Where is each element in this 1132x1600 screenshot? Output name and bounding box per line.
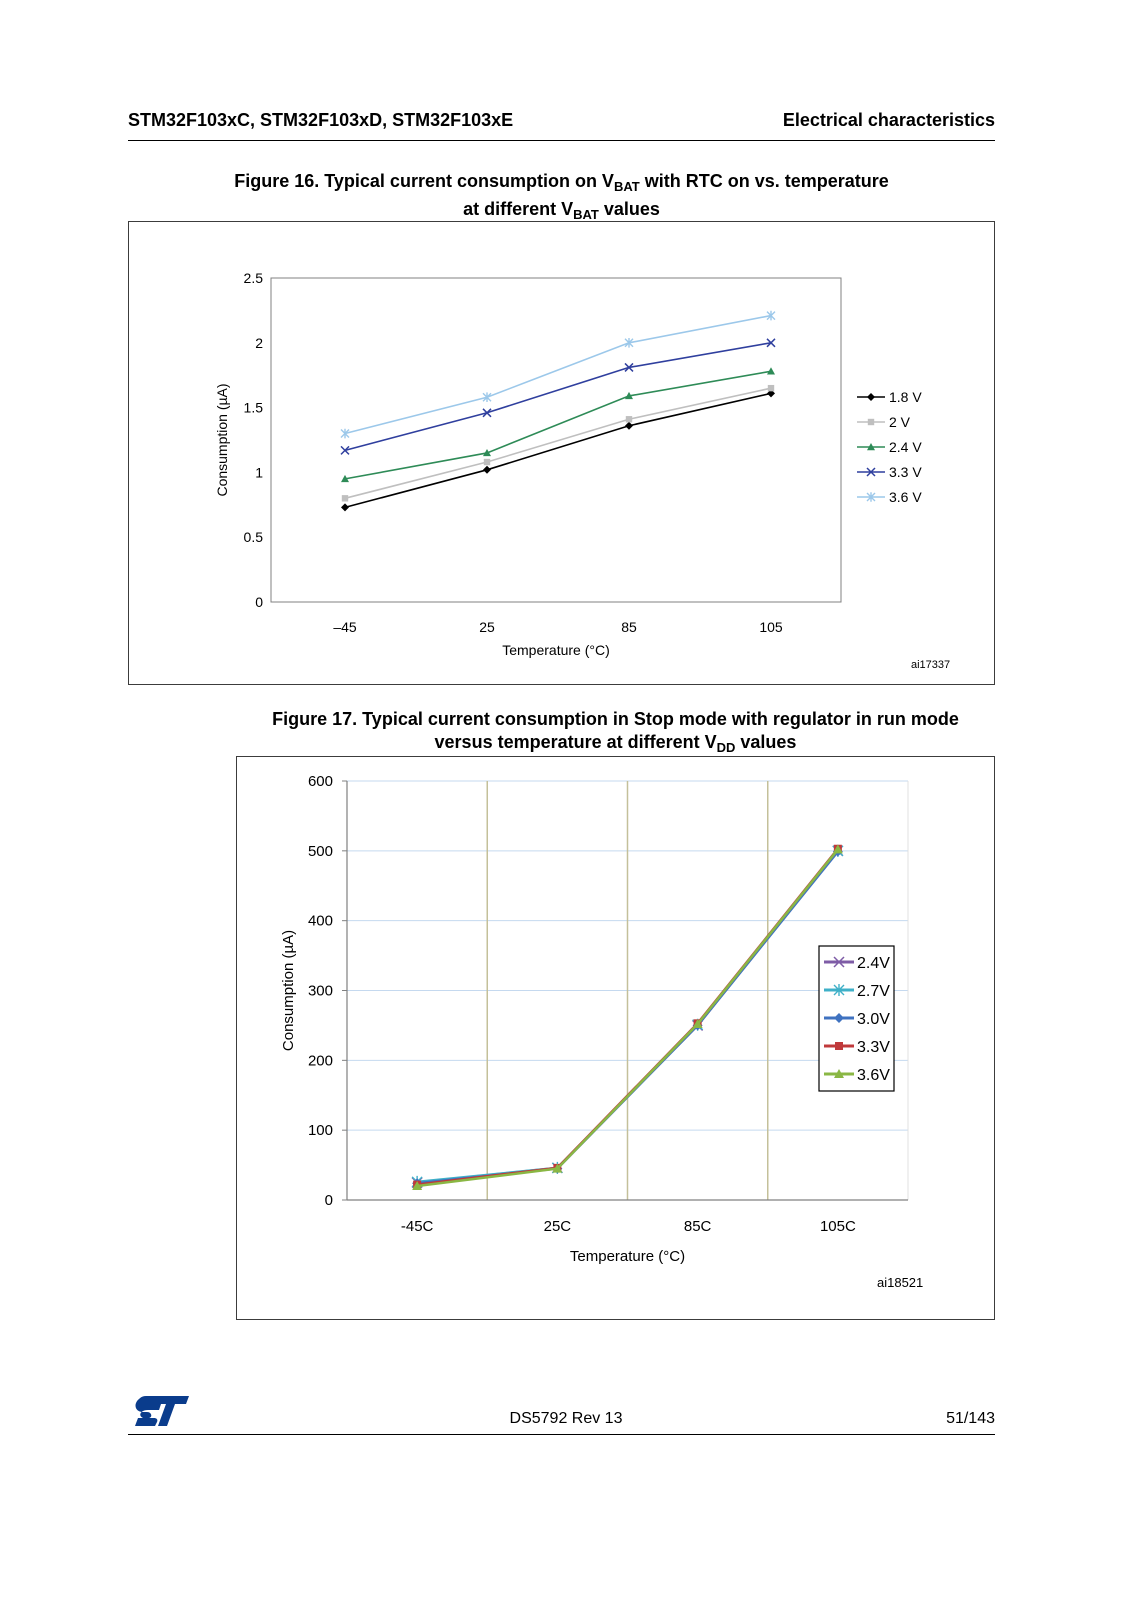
- series-line: [344, 342, 772, 452]
- x-tick-label: 105C: [820, 1218, 856, 1235]
- x-axis-label: Temperature (°C): [570, 1248, 685, 1265]
- y-tick-label: 400: [308, 913, 333, 930]
- data-point: [625, 416, 633, 423]
- series-line: [344, 392, 772, 509]
- legend-marker: [833, 984, 845, 996]
- x-tick-label: 105: [759, 619, 783, 635]
- legend-label: 3.3V: [857, 1039, 890, 1056]
- header-rule: [128, 140, 995, 141]
- series-2V: 2 V: [341, 384, 911, 502]
- y-tick-label: 600: [308, 773, 333, 790]
- data-point: [832, 844, 843, 854]
- data-point: [412, 1181, 423, 1191]
- y-tick-label: 2.5: [244, 270, 264, 286]
- figure-16-ref: ai17337: [911, 659, 950, 671]
- series-3-6V: 3.6V: [412, 844, 890, 1191]
- y-tick-label: 0.5: [244, 529, 264, 545]
- legend-marker: [867, 418, 875, 426]
- series-1-8V: 1.8 V: [341, 389, 922, 512]
- series-line: [344, 314, 772, 435]
- y-tick-label: 200: [308, 1052, 333, 1069]
- legend-marker: [834, 1069, 844, 1078]
- data-point: [341, 474, 349, 483]
- series-line: [416, 848, 839, 1188]
- data-point: [340, 445, 350, 455]
- figure-17-chart: ai18521 0 100 200 300 400 500 600 -45C 25C 85C 105…: [280, 773, 923, 1290]
- x-tick-label: 25C: [544, 1218, 572, 1235]
- figure-16-title: Figure 16. Typical current consumption o…: [234, 171, 889, 222]
- plot-area: [270, 277, 842, 603]
- figure-16-chart: ai17337 0 0.5 1 1.5 2 2.5 –45 25 85 105 Temperatur…: [214, 270, 950, 671]
- series-3-3V: 3.3 V: [340, 338, 922, 480]
- y-tick-label: 0: [325, 1192, 333, 1209]
- footer-page-number: 51/143: [946, 1410, 995, 1427]
- header-section-title: Electrical characteristics: [782, 110, 995, 130]
- legend-label: 2.4 V: [889, 439, 922, 455]
- x-tick-label: 25: [479, 619, 495, 635]
- data-point: [767, 367, 775, 375]
- data-point: [624, 362, 634, 372]
- legend-marker: [866, 492, 876, 502]
- legend-label: 2.7V: [857, 983, 890, 1000]
- series-2-4V: 2.4 V: [341, 367, 922, 483]
- y-tick-label: 2: [255, 335, 263, 351]
- legend-marker: [833, 956, 845, 968]
- data-point: [625, 391, 633, 400]
- data-point: [483, 465, 491, 474]
- data-point: [552, 1163, 563, 1173]
- y-tick-label: 300: [308, 983, 333, 1000]
- data-point: [692, 1019, 703, 1029]
- series-line: [344, 387, 772, 500]
- data-point: [625, 421, 633, 430]
- legend-label: 1.8 V: [889, 389, 922, 405]
- figure-16-frame: ai17337 0 0.5 1 1.5 2 2.5 –45 25 85 105 Temperatur…: [128, 221, 995, 685]
- header-document-title: STM32F103xC, STM32F103xD, STM32F103xE: [128, 110, 514, 130]
- data-point: [341, 495, 349, 502]
- data-point: [483, 448, 491, 457]
- y-tick-label: 1: [255, 464, 263, 480]
- figure-17-ref: ai18521: [877, 1275, 923, 1290]
- data-point: [340, 428, 350, 439]
- footer-rule: [128, 1434, 995, 1435]
- legend-marker: [866, 467, 876, 477]
- legend-label: 3.6 V: [889, 489, 922, 505]
- y-tick-label: 1.5: [244, 400, 264, 416]
- figure-17-frame: ai18521 0 100 200 300 400 500 600 -45C 25C 85C 105…: [236, 756, 995, 1320]
- data-point: [482, 408, 492, 418]
- x-tick-label: –45: [333, 619, 357, 635]
- series-3-6V: 3.6 V: [340, 310, 922, 505]
- footer-document-revision: DS5792 Rev 13: [509, 1410, 623, 1427]
- legend-marker: [867, 443, 875, 451]
- legend-label: 3.3 V: [889, 464, 922, 480]
- legend-marker: [867, 393, 875, 401]
- data-point: [766, 338, 776, 348]
- data-point: [483, 458, 491, 466]
- x-tick-label: 85C: [684, 1218, 712, 1235]
- data-point: [341, 503, 349, 512]
- y-axis-label: Consumption (µA): [214, 383, 230, 496]
- data-point: [766, 310, 776, 321]
- y-tick-label: 100: [308, 1122, 333, 1139]
- x-tick-label: 85: [621, 619, 637, 635]
- legend-label: 2.4V: [857, 955, 890, 972]
- y-tick-label: 0: [255, 594, 263, 610]
- y-axis-label: Consumption (µA): [280, 930, 297, 1051]
- st-logo: [135, 1396, 189, 1426]
- legend-label: 2 V: [889, 414, 911, 430]
- legend-label: 3.6V: [857, 1067, 890, 1084]
- data-point: [624, 338, 634, 348]
- data-point: [482, 392, 492, 403]
- series-line: [344, 370, 772, 480]
- x-axis-label: Temperature (°C): [502, 642, 610, 658]
- y-tick-label: 500: [308, 843, 333, 860]
- legend-label: 3.0V: [857, 1011, 890, 1028]
- legend-marker: [835, 1042, 843, 1050]
- x-tick-label: -45C: [401, 1218, 434, 1235]
- figure-17-title: Figure 17. Typical current consumption i…: [272, 709, 959, 755]
- legend-marker: [834, 1013, 844, 1023]
- data-point: [767, 384, 775, 392]
